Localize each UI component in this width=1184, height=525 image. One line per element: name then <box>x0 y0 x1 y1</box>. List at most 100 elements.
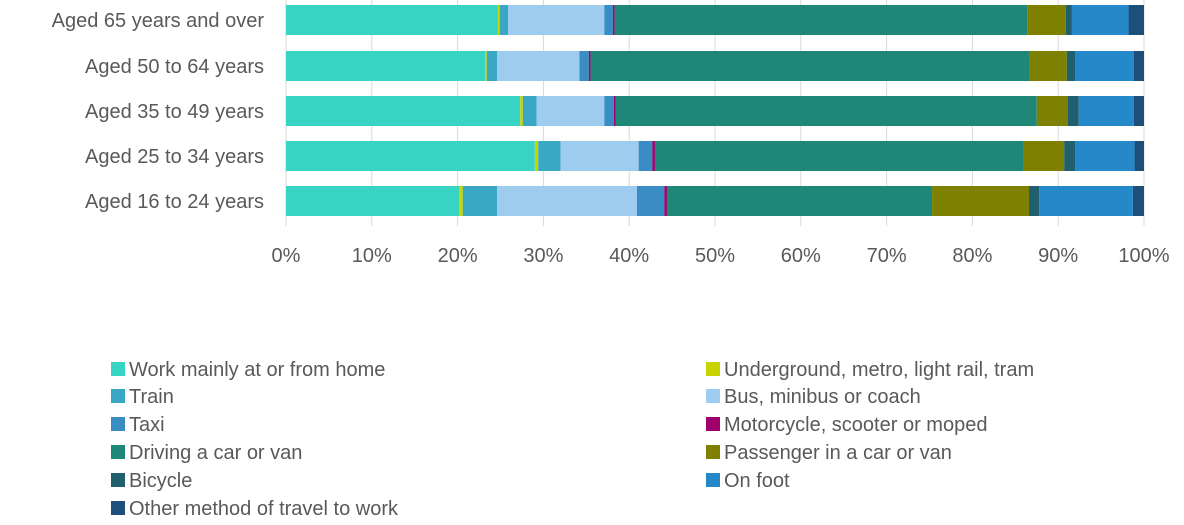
bar-segment <box>1071 5 1129 35</box>
legend-swatch <box>111 389 125 403</box>
bar-segment <box>615 96 1037 126</box>
bar-segment <box>604 96 614 126</box>
bar-segment <box>459 186 463 216</box>
bar-segment <box>508 5 605 35</box>
bar-segment <box>1064 141 1076 171</box>
bar-segment <box>520 96 523 126</box>
bar-segment <box>579 51 589 81</box>
bar-segment <box>1065 5 1072 35</box>
legend-swatch <box>706 417 720 431</box>
legend-item: Bicycle <box>111 470 192 492</box>
legend-item: Motorcycle, scooter or moped <box>706 414 987 436</box>
bar-segment <box>1134 141 1144 171</box>
category-label: Aged 16 to 24 years <box>85 191 264 213</box>
bar-segment <box>932 186 1030 216</box>
bar-segment <box>1128 5 1144 35</box>
bar-segment <box>497 5 500 35</box>
category-labels: Aged 65 years and over Aged 50 to 64 year… <box>52 10 265 213</box>
bar-segment <box>1029 186 1040 216</box>
bar-segment <box>1078 96 1134 126</box>
bar-segment <box>1066 51 1076 81</box>
bar-segment <box>590 51 1030 81</box>
legend-swatch <box>111 445 125 459</box>
bar-segment <box>486 51 498 81</box>
category-label: Aged 65 years and over <box>52 10 265 32</box>
bar-segment <box>497 186 637 216</box>
legend-label: Driving a car or van <box>129 442 302 464</box>
legend-swatch <box>706 445 720 459</box>
bar-segment <box>1029 51 1067 81</box>
legend-label: Motorcycle, scooter or moped <box>724 414 987 436</box>
legend-item: On foot <box>706 470 790 492</box>
bar-segment <box>1036 96 1068 126</box>
legend-item: Other method of travel to work <box>111 498 399 520</box>
legend-swatch <box>111 417 125 431</box>
bar-row <box>286 141 1144 171</box>
legend-item: Train <box>111 386 174 408</box>
bars <box>286 5 1144 216</box>
bar-segment <box>588 51 591 81</box>
bar-segment <box>664 186 667 216</box>
legend-label: Train <box>129 386 174 408</box>
bar-segment <box>485 51 487 81</box>
category-label: Aged 50 to 64 years <box>85 56 264 78</box>
x-tick-label: 80% <box>952 245 992 267</box>
x-tick-label: 40% <box>609 245 649 267</box>
bar-segment <box>538 141 561 171</box>
bar-row <box>286 5 1144 35</box>
legend-label: Work mainly at or from home <box>129 359 385 381</box>
bar-segment <box>499 5 509 35</box>
bar-segment <box>1075 51 1134 81</box>
legend-swatch <box>706 389 720 403</box>
category-label: Aged 25 to 34 years <box>85 146 264 168</box>
x-tick-label: 90% <box>1038 245 1078 267</box>
x-tick-label: 30% <box>523 245 563 267</box>
legend-item: Driving a car or van <box>111 442 302 464</box>
x-tick-label: 50% <box>695 245 735 267</box>
legend-item: Taxi <box>111 414 165 436</box>
x-tick-label: 20% <box>438 245 478 267</box>
bar-segment <box>654 141 1024 171</box>
legend-label: On foot <box>724 470 790 492</box>
legend-swatch <box>706 473 720 487</box>
bar-segment <box>534 141 539 171</box>
x-tick-label: 100% <box>1118 245 1169 267</box>
bar-segment <box>636 186 665 216</box>
bar-row <box>286 51 1144 81</box>
legend-swatch <box>111 473 125 487</box>
bar-segment <box>286 51 486 81</box>
bar-row <box>286 186 1144 216</box>
bar-segment <box>1039 186 1133 216</box>
bar-segment <box>1067 96 1079 126</box>
bar-segment <box>1133 96 1144 126</box>
bar-segment <box>286 141 535 171</box>
x-axis-tick-labels: 0% 10% 20% 30% 40% 50% 60% 70% 80% 90% 100% <box>272 245 1170 267</box>
x-tick-label: 60% <box>781 245 821 267</box>
x-tick-label: 10% <box>352 245 392 267</box>
x-tick-label: 0% <box>272 245 301 267</box>
bar-segment <box>1023 141 1065 171</box>
bar-segment <box>613 96 616 126</box>
bar-segment <box>604 5 613 35</box>
bar-segment <box>638 141 653 171</box>
bar-segment <box>1132 186 1144 216</box>
bar-segment <box>497 51 580 81</box>
bar-segment <box>522 96 537 126</box>
bar-segment <box>462 186 498 216</box>
legend-item: Bus, minibus or coach <box>706 386 921 408</box>
legend-label: Taxi <box>129 414 165 436</box>
legend-item: Passenger in a car or van <box>706 442 952 464</box>
bar-segment <box>536 96 605 126</box>
bar-segment <box>666 186 933 216</box>
legend-label: Passenger in a car or van <box>724 442 952 464</box>
bar-segment <box>1075 141 1135 171</box>
bar-row <box>286 96 1144 126</box>
legend: Work mainly at or from home Underground, … <box>111 359 1034 520</box>
x-tick-label: 70% <box>867 245 907 267</box>
legend-item: Underground, metro, light rail, tram <box>706 359 1034 381</box>
legend-label: Underground, metro, light rail, tram <box>724 359 1034 381</box>
legend-label: Other method of travel to work <box>129 498 399 520</box>
bar-segment <box>652 141 655 171</box>
legend-item: Work mainly at or from home <box>111 359 385 381</box>
